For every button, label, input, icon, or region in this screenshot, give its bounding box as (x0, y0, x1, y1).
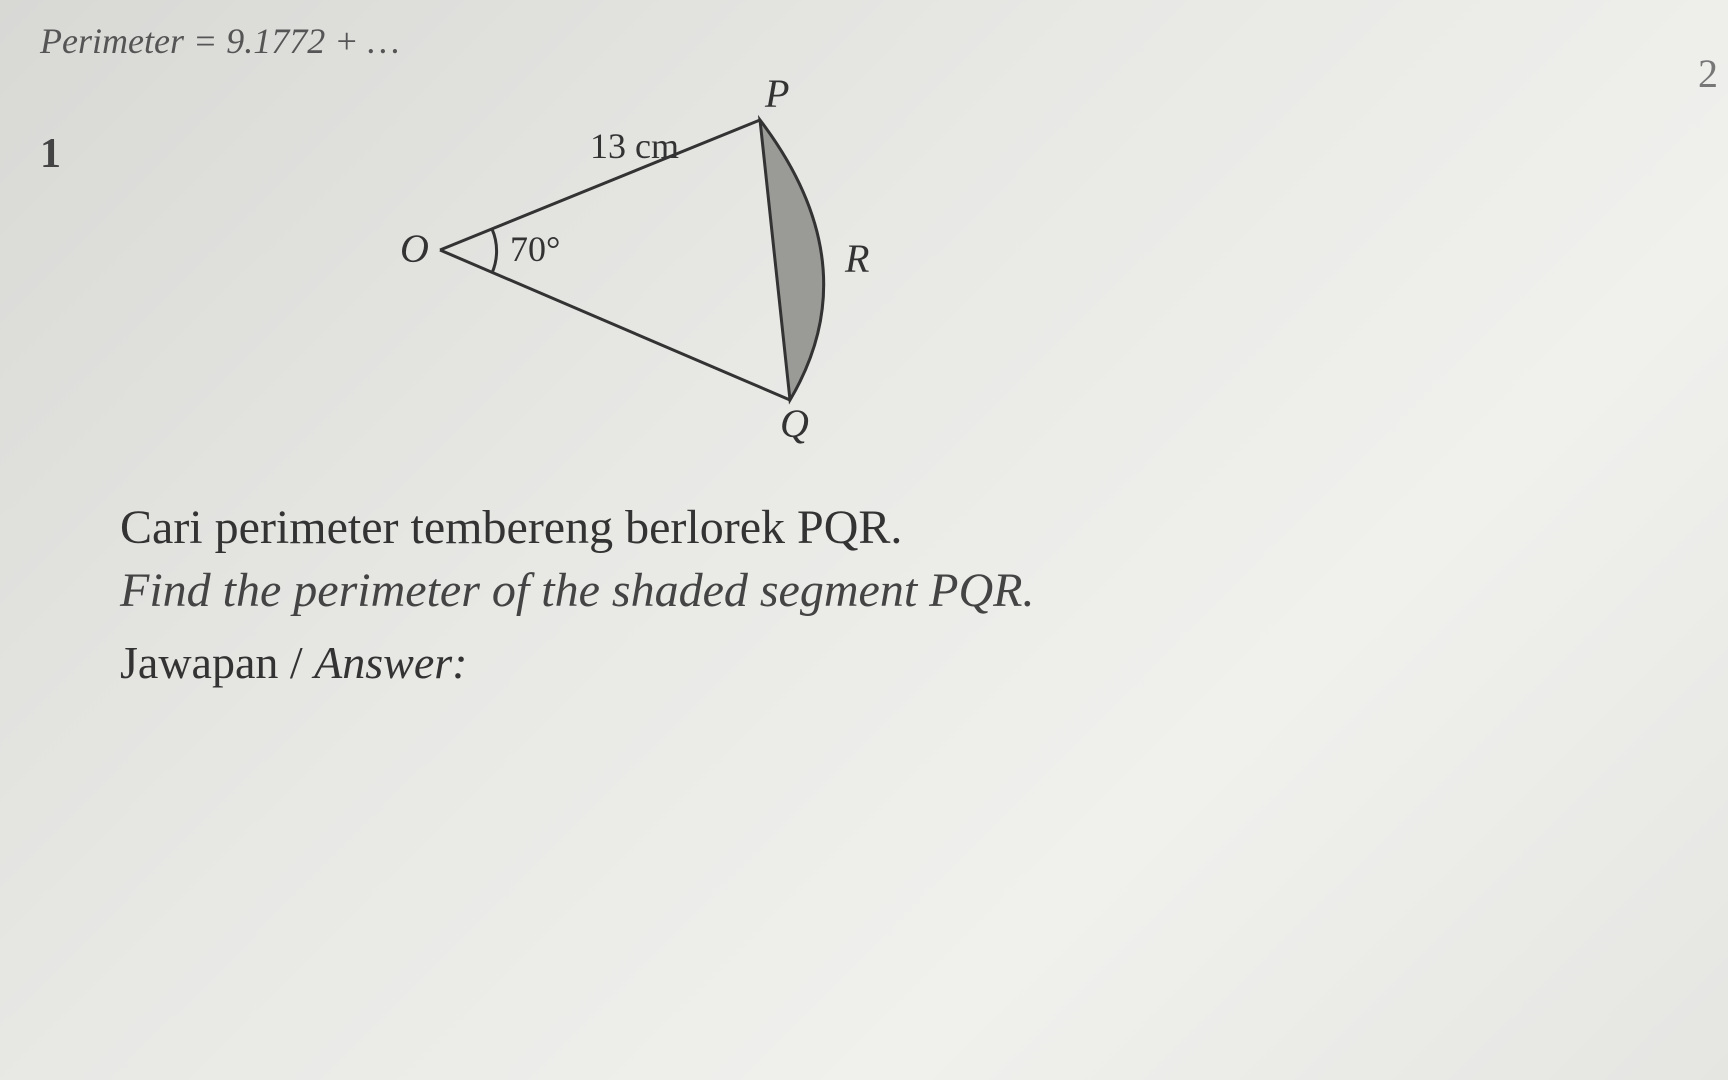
answer-label-en: Answer: (314, 637, 467, 688)
segment-diagram: 13 cm 70° O P R Q (400, 70, 1000, 470)
question-number: 1 (40, 130, 61, 178)
answer-label: Jawapan / Answer: (120, 636, 1608, 689)
question-english: Find the perimeter of the shaded segment… (120, 563, 1608, 618)
answer-label-ms: Jawapan / (120, 637, 314, 688)
diagram-svg (400, 70, 1000, 470)
point-O-label: O (400, 225, 429, 272)
question-malay: Cari perimeter tembereng berlorek PQR. (120, 500, 1608, 555)
header-fragment: Perimeter = 9.1772 + … (40, 20, 400, 62)
angle-label: 70° (510, 228, 560, 270)
point-Q-label: Q (780, 400, 809, 447)
angle-arc (492, 229, 497, 273)
shaded-segment (760, 120, 824, 400)
point-P-label: P (765, 70, 789, 117)
point-R-label: R (845, 235, 869, 282)
radius-length-label: 13 cm (590, 125, 679, 167)
margin-mark-number: 2 (1698, 50, 1718, 97)
question-text-block: Cari perimeter tembereng berlorek PQR. F… (120, 500, 1608, 689)
